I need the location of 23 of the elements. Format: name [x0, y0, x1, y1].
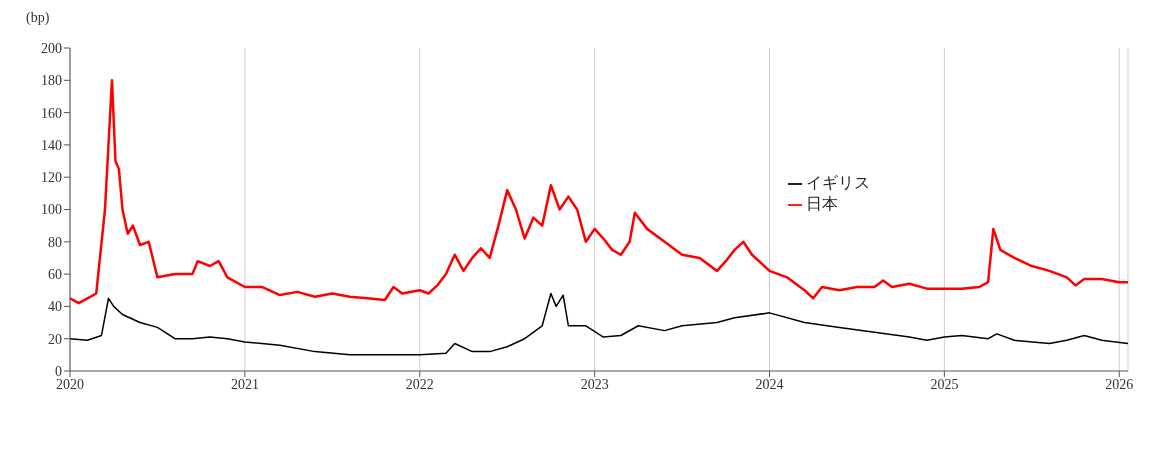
x-tick-label: 2026 [1105, 376, 1134, 392]
x-tick-label: 2021 [230, 376, 259, 392]
y-tick-label: 40 [48, 299, 62, 315]
x-tick-label: 2022 [405, 376, 434, 392]
y-tick-label: 20 [48, 331, 62, 347]
y-tick-label: 120 [41, 170, 62, 186]
y-tick-label: 80 [48, 234, 62, 250]
y-tick-label: 200 [41, 40, 62, 56]
line-series [70, 292, 1128, 356]
y-tick-label: 180 [41, 73, 62, 89]
x-tick-label: 2020 [56, 376, 84, 392]
x-tick-label: 2024 [755, 376, 784, 392]
legend-label: 日本 [806, 195, 838, 212]
y-tick-label: 100 [41, 202, 62, 218]
y-tick-label: 160 [41, 105, 62, 121]
line-series [70, 79, 1128, 305]
y-tick-label: 0 [55, 363, 62, 379]
x-tick-label: 2023 [580, 376, 609, 392]
y-tick-label: 60 [48, 267, 62, 283]
y-tick-label: 140 [41, 137, 62, 153]
legend-label: イギリス [806, 174, 870, 191]
y-axis-title: (bp) [26, 10, 50, 26]
x-tick-label: 2025 [930, 376, 959, 392]
